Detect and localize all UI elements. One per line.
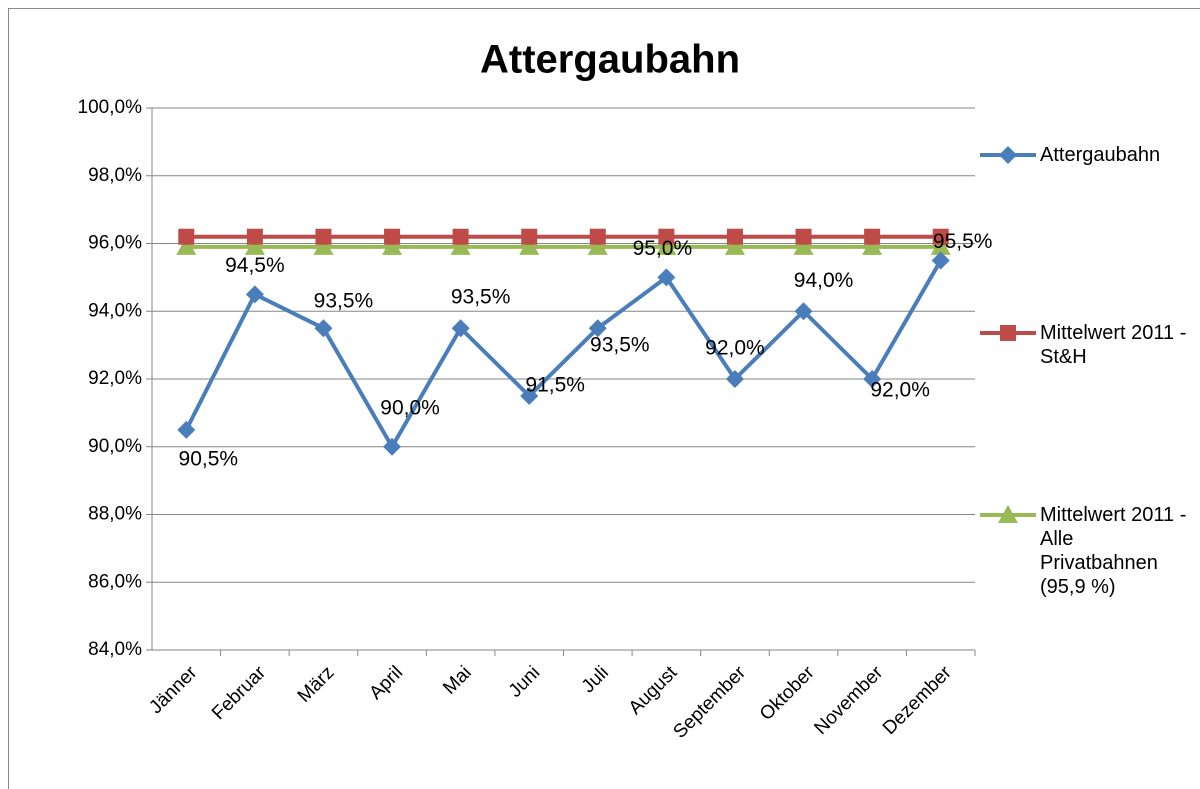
point: [313, 236, 334, 255]
legend-label: Attergaubahn: [1040, 144, 1161, 166]
point: [246, 228, 263, 245]
x-tick-label: November: [810, 662, 887, 739]
point: [452, 228, 469, 245]
data-label: 90,0%: [380, 396, 440, 419]
point: [793, 236, 814, 255]
legend-item: Attergaubahn: [980, 143, 1190, 167]
point: [450, 236, 471, 255]
data-label: 92,0%: [870, 379, 930, 402]
point: [862, 236, 883, 255]
y-tick-label: 90,0%: [88, 436, 142, 457]
point: [795, 228, 812, 245]
point: [177, 420, 196, 439]
data-label: 93,5%: [314, 290, 374, 313]
point: [589, 228, 606, 245]
x-tick-label: Oktober: [756, 662, 819, 725]
x-tick-label: April: [365, 662, 407, 704]
point: [794, 302, 813, 321]
legend-swatch: [980, 325, 1036, 341]
chart-border: [8, 8, 1200, 789]
data-label: 91,5%: [525, 373, 585, 396]
x-tick-label: März: [294, 662, 339, 707]
point: [726, 228, 743, 245]
data-label: 94,0%: [794, 269, 854, 292]
legend-marker: [1000, 325, 1016, 341]
data-label: 93,5%: [590, 334, 650, 357]
y-tick-label: 84,0%: [88, 639, 142, 660]
legend-swatch: [980, 505, 1036, 523]
point: [520, 386, 539, 405]
y-tick-label: 86,0%: [88, 571, 142, 592]
point: [932, 228, 949, 245]
data-label: 93,5%: [451, 286, 511, 309]
x-tick-label: September: [669, 662, 750, 743]
data-label: 90,5%: [179, 447, 239, 470]
chart-title: Attergaubahn: [480, 38, 740, 82]
point: [930, 236, 951, 255]
data-label: 95,0%: [633, 237, 693, 260]
data-label: 92,0%: [705, 337, 765, 360]
legend-marker: [999, 146, 1017, 164]
y-tick-label: 92,0%: [88, 368, 142, 389]
point: [864, 228, 881, 245]
point: [587, 236, 608, 255]
x-tick-label: Dezember: [879, 662, 956, 739]
y-tick-label: 88,0%: [88, 504, 142, 525]
data-label: 94,5%: [225, 254, 285, 277]
point: [314, 319, 333, 338]
point: [245, 285, 264, 304]
point: [519, 236, 540, 255]
x-tick-label: August: [625, 662, 682, 719]
point: [725, 370, 744, 388]
y-tick-label: 100,0%: [78, 97, 143, 118]
data-label: 95,5%: [933, 230, 993, 253]
point: [656, 236, 677, 255]
point: [315, 228, 332, 245]
series-line: [184, 259, 943, 451]
point: [863, 370, 882, 388]
legend-swatch: [980, 146, 1036, 164]
x-tick-label: Mai: [439, 662, 476, 699]
point: [931, 251, 950, 270]
point: [588, 319, 607, 338]
point: [244, 236, 265, 255]
legend-item: Mittelwert 2011 - Alle Privatbahnen (95,…: [980, 503, 1190, 599]
point: [451, 319, 470, 338]
legend-label: Mittelwert 2011 - St&H: [1040, 322, 1187, 368]
x-tick-label: Februar: [208, 662, 270, 724]
y-tick-label: 96,0%: [88, 233, 142, 254]
x-tick-label: Juli: [578, 662, 613, 697]
point: [178, 228, 195, 245]
x-tick-label: Jänner: [145, 662, 201, 718]
y-tick-label: 98,0%: [88, 165, 142, 186]
x-tick-label: Juni: [505, 662, 544, 701]
point: [383, 437, 402, 456]
point: [658, 228, 675, 245]
point: [382, 236, 403, 255]
legend-item: Mittelwert 2011 - St&H: [980, 321, 1190, 369]
point: [724, 236, 745, 255]
legend-marker: [998, 505, 1018, 523]
legend-label: Mittelwert 2011 - Alle Privatbahnen (95,…: [1040, 504, 1187, 598]
point: [176, 236, 197, 255]
y-tick-label: 94,0%: [88, 300, 142, 321]
point: [521, 228, 538, 245]
point: [384, 228, 401, 245]
point: [657, 268, 676, 287]
